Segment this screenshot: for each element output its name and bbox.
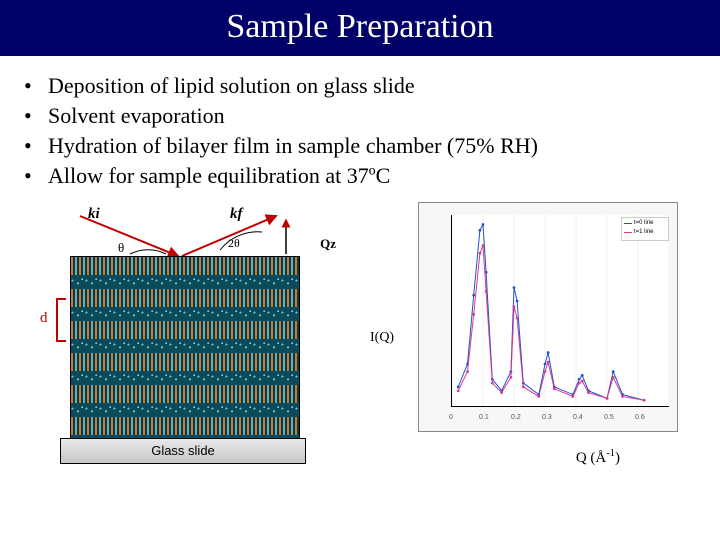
- bullet-marker: •: [20, 162, 48, 190]
- bullet-text: Solvent evaporation: [48, 102, 225, 130]
- bullet-item: • Solvent evaporation: [20, 102, 700, 130]
- bilayer-stack: [70, 256, 300, 446]
- qz-label: Qz: [320, 236, 336, 252]
- bullet-marker: •: [20, 102, 48, 130]
- bullet-item: • Allow for sample equilibration at 37ºC: [20, 162, 700, 190]
- bullet-item: • Hydration of bilayer film in sample ch…: [20, 132, 700, 160]
- xtick: 0.5: [604, 414, 614, 421]
- legend-item: t=1 line: [634, 228, 654, 237]
- xtick: 0.1: [479, 414, 489, 421]
- y-axis-label: I(Q): [370, 330, 394, 346]
- ki-label: ki: [88, 206, 100, 223]
- theta-label: θ: [118, 240, 124, 256]
- bullet-marker: •: [20, 72, 48, 100]
- bullet-item: • Deposition of lipid solution on glass …: [20, 72, 700, 100]
- xtick: 0.4: [573, 414, 583, 421]
- plot-svg: [452, 215, 669, 406]
- bullet-text: Deposition of lipid solution on glass sl…: [48, 72, 415, 100]
- bullet-marker: •: [20, 132, 48, 160]
- xtick: 0.2: [511, 414, 521, 421]
- figures-row: ki kf Qz θ 2θ d Glass slide: [0, 200, 720, 520]
- xtick: 0: [449, 414, 453, 421]
- d-spacing-label: d: [40, 310, 48, 327]
- legend-item: t=0 line: [634, 219, 654, 228]
- glass-slide-label: Glass slide: [60, 438, 306, 464]
- x-axis-label: Q (Å-1): [576, 448, 620, 467]
- slide-title: Sample Preparation: [0, 8, 720, 46]
- xtick: 0.6: [635, 414, 645, 421]
- two-theta-label: 2θ: [228, 236, 240, 251]
- chart-legend: t=0 line t=1 line: [621, 217, 669, 241]
- bullet-text: Allow for sample equilibration at 37ºC: [48, 162, 390, 190]
- xtick: 0.3: [542, 414, 552, 421]
- d-spacing-bracket: [56, 298, 66, 342]
- bullet-list: • Deposition of lipid solution on glass …: [0, 56, 720, 200]
- beam-arrows: [70, 210, 330, 260]
- title-bar: Sample Preparation: [0, 0, 720, 56]
- kf-label: kf: [230, 206, 243, 223]
- intensity-chart: t=0 line t=1 line 0 0.1 0.2 0.3 0.4 0.5 …: [418, 202, 678, 432]
- scattering-diagram: ki kf Qz θ 2θ d: [70, 210, 330, 450]
- bullet-text: Hydration of bilayer film in sample cham…: [48, 132, 538, 160]
- plot-area: [451, 215, 669, 407]
